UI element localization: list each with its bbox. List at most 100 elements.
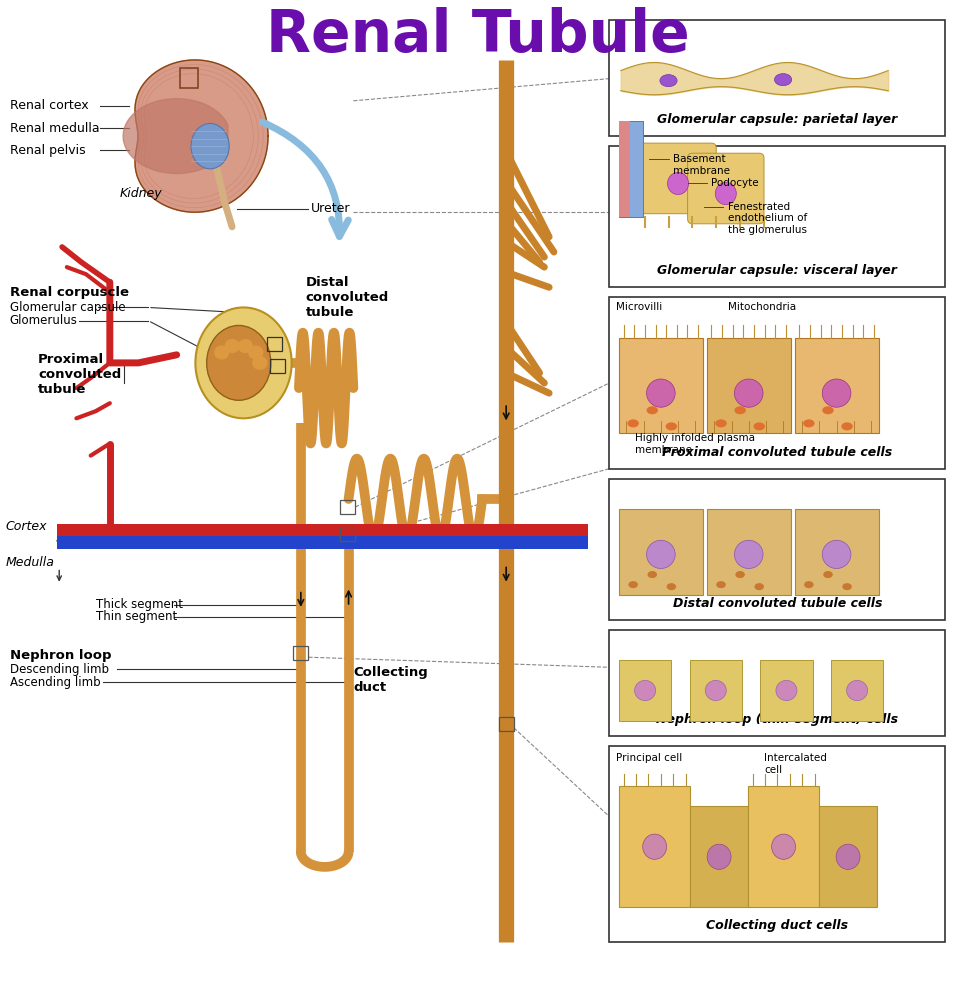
Text: Medulla: Medulla [6, 556, 54, 569]
Text: Thick segment: Thick segment [96, 599, 182, 611]
Ellipse shape [191, 124, 229, 169]
Bar [499, 717, 514, 731]
Text: Mitochondria: Mitochondria [728, 302, 796, 312]
Text: Intercalated
cell: Intercalated cell [764, 753, 827, 774]
Bar [707, 509, 791, 595]
Ellipse shape [667, 583, 676, 591]
Text: Proximal convoluted tubule cells: Proximal convoluted tubule cells [662, 446, 893, 459]
Bar [57, 524, 588, 536]
Bar [267, 337, 282, 351]
Ellipse shape [846, 680, 868, 701]
Text: Renal cortex: Renal cortex [10, 100, 88, 112]
Text: Distal convoluted tubule cells: Distal convoluted tubule cells [672, 597, 882, 610]
Ellipse shape [822, 406, 834, 414]
Bar [831, 660, 883, 721]
Ellipse shape [252, 356, 267, 370]
Text: Microvilli: Microvilli [616, 302, 662, 312]
Text: Fenestrated
endothelium of
the glomerulus: Fenestrated endothelium of the glomerulu… [728, 202, 807, 235]
Ellipse shape [206, 326, 271, 400]
Bar [819, 806, 877, 907]
Bar [57, 536, 588, 549]
Bar [707, 338, 791, 433]
Text: Renal corpuscle: Renal corpuscle [10, 286, 129, 298]
Ellipse shape [803, 419, 815, 427]
Bar [619, 338, 703, 433]
Ellipse shape [754, 583, 764, 591]
Ellipse shape [775, 680, 796, 701]
Bar [619, 660, 671, 721]
Bar [795, 509, 879, 595]
Text: Glomerulus: Glomerulus [10, 314, 77, 327]
Text: Ureter: Ureter [310, 203, 350, 215]
Polygon shape [135, 59, 268, 213]
Bar [760, 660, 813, 721]
Text: Kidney: Kidney [119, 187, 162, 200]
Text: Glomerular capsule: visceral layer: Glomerular capsule: visceral layer [657, 264, 898, 277]
Ellipse shape [660, 75, 677, 87]
Ellipse shape [734, 406, 746, 414]
Ellipse shape [804, 581, 814, 589]
Ellipse shape [823, 571, 833, 579]
Ellipse shape [715, 182, 736, 205]
Ellipse shape [841, 422, 853, 430]
Ellipse shape [627, 419, 639, 427]
Ellipse shape [248, 346, 264, 360]
Bar [619, 509, 703, 595]
Bar [293, 646, 308, 660]
Polygon shape [123, 99, 228, 173]
Text: Glomerular capsule: Glomerular capsule [10, 301, 125, 313]
Text: Glomerular capsule: parietal layer: Glomerular capsule: parietal layer [657, 113, 898, 126]
Bar [270, 359, 285, 373]
Ellipse shape [753, 422, 765, 430]
Bar [748, 786, 819, 907]
Ellipse shape [836, 845, 860, 869]
Text: Nephron loop: Nephron loop [10, 649, 111, 661]
Ellipse shape [772, 835, 796, 859]
Bar [340, 527, 355, 541]
Ellipse shape [196, 307, 291, 418]
FancyBboxPatch shape [688, 153, 764, 224]
Ellipse shape [647, 571, 657, 579]
Text: Thin segment: Thin segment [96, 611, 177, 623]
Ellipse shape [628, 581, 638, 589]
Ellipse shape [224, 339, 240, 353]
Ellipse shape [734, 379, 763, 407]
Ellipse shape [707, 845, 732, 869]
Ellipse shape [647, 406, 658, 414]
Ellipse shape [705, 680, 726, 701]
Ellipse shape [775, 74, 792, 86]
Text: Nephron loop (thin-segment) cells: Nephron loop (thin-segment) cells [656, 713, 899, 726]
Ellipse shape [238, 339, 253, 353]
Ellipse shape [735, 571, 745, 579]
Text: Cortex: Cortex [6, 520, 47, 532]
Ellipse shape [643, 835, 667, 859]
Text: Podocyte: Podocyte [711, 178, 759, 188]
Text: Collecting
duct: Collecting duct [353, 666, 428, 695]
Text: Descending limb: Descending limb [10, 663, 109, 675]
Ellipse shape [668, 172, 689, 195]
Bar [609, 746, 945, 942]
Bar [609, 297, 945, 469]
Ellipse shape [214, 346, 229, 360]
Text: Basement
membrane: Basement membrane [673, 154, 731, 175]
Ellipse shape [842, 583, 852, 591]
Text: Renal pelvis: Renal pelvis [10, 144, 85, 156]
Bar [619, 121, 630, 217]
Bar [690, 660, 742, 721]
Text: Distal
convoluted
tubule: Distal convoluted tubule [306, 276, 389, 319]
Bar [795, 338, 879, 433]
Bar [609, 20, 945, 136]
Ellipse shape [822, 379, 851, 407]
Ellipse shape [716, 581, 726, 589]
Ellipse shape [647, 379, 675, 407]
Ellipse shape [734, 540, 763, 569]
Text: Renal Tubule: Renal Tubule [265, 7, 690, 64]
Bar [340, 500, 355, 514]
Bar [690, 806, 748, 907]
Ellipse shape [647, 540, 675, 569]
FancyBboxPatch shape [640, 143, 716, 214]
Bar [619, 121, 643, 217]
Text: Principal cell: Principal cell [616, 753, 682, 763]
Ellipse shape [715, 419, 727, 427]
Bar [619, 786, 690, 907]
